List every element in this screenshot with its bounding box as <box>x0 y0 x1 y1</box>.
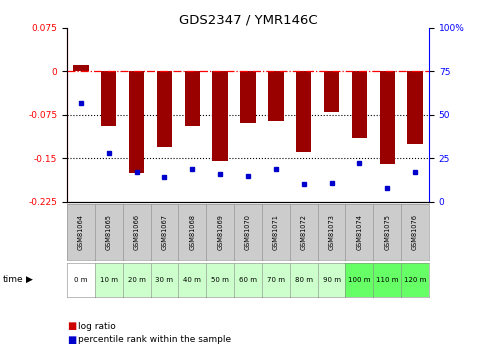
Text: GSM81069: GSM81069 <box>217 214 223 250</box>
Bar <box>185 71 200 126</box>
Text: ■: ■ <box>67 335 76 345</box>
Bar <box>379 71 395 164</box>
Text: ▶: ▶ <box>26 275 33 284</box>
Text: log ratio: log ratio <box>78 322 116 331</box>
Text: GSM81072: GSM81072 <box>301 214 307 250</box>
Bar <box>73 65 89 71</box>
Text: 10 m: 10 m <box>100 277 118 283</box>
Text: 40 m: 40 m <box>184 277 201 283</box>
Bar <box>101 71 117 126</box>
Text: GSM81066: GSM81066 <box>133 214 139 250</box>
Text: GSM81067: GSM81067 <box>161 214 168 250</box>
Text: GSM81065: GSM81065 <box>106 214 112 250</box>
Text: time: time <box>2 275 23 284</box>
Text: ■: ■ <box>67 321 76 331</box>
Text: 120 m: 120 m <box>404 277 426 283</box>
Text: 70 m: 70 m <box>267 277 285 283</box>
Text: GSM81074: GSM81074 <box>357 214 363 250</box>
Bar <box>268 71 284 120</box>
Text: percentile rank within the sample: percentile rank within the sample <box>78 335 231 344</box>
Text: 20 m: 20 m <box>127 277 145 283</box>
Text: 50 m: 50 m <box>211 277 229 283</box>
Text: 110 m: 110 m <box>376 277 398 283</box>
Bar <box>241 71 255 124</box>
Bar <box>352 71 367 138</box>
Text: GSM81068: GSM81068 <box>189 214 195 250</box>
Text: 80 m: 80 m <box>295 277 312 283</box>
Text: 30 m: 30 m <box>155 277 174 283</box>
Bar <box>212 71 228 161</box>
Text: GSM81070: GSM81070 <box>245 214 251 250</box>
Bar <box>296 71 311 152</box>
Bar <box>157 71 172 147</box>
Text: GSM81073: GSM81073 <box>328 214 335 250</box>
Text: 60 m: 60 m <box>239 277 257 283</box>
Text: 0 m: 0 m <box>74 277 88 283</box>
Text: GSM81071: GSM81071 <box>273 214 279 250</box>
Text: GSM81076: GSM81076 <box>412 214 418 250</box>
Bar <box>129 71 144 173</box>
Text: 100 m: 100 m <box>348 277 371 283</box>
Title: GDS2347 / YMR146C: GDS2347 / YMR146C <box>179 13 317 27</box>
Bar <box>324 71 339 112</box>
Text: GSM81064: GSM81064 <box>78 214 84 250</box>
Text: 90 m: 90 m <box>322 277 341 283</box>
Text: GSM81075: GSM81075 <box>384 214 390 250</box>
Bar <box>407 71 423 144</box>
